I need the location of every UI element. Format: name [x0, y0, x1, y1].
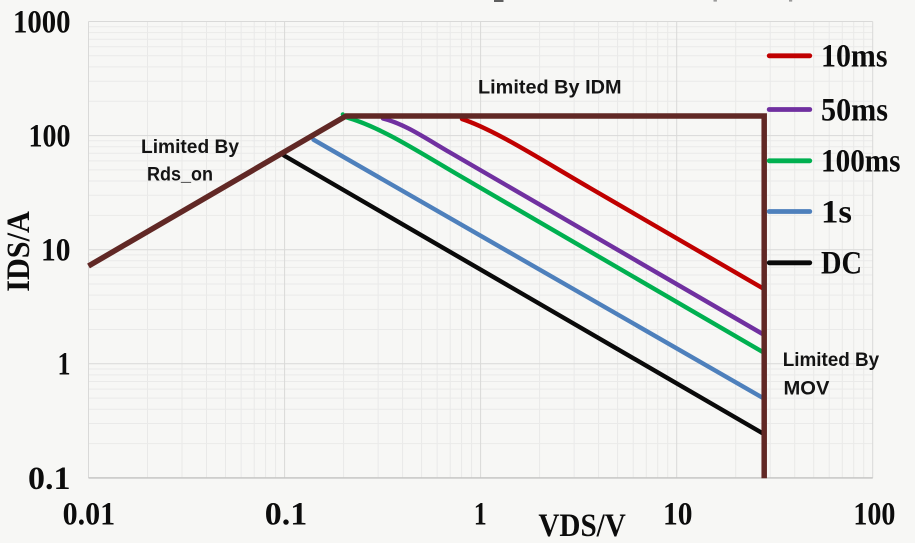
- svg-text:10: 10: [663, 496, 693, 532]
- svg-text:100: 100: [853, 496, 895, 532]
- svg-text:Limited By: Limited By: [141, 136, 239, 158]
- svg-text:0.1: 0.1: [28, 461, 71, 497]
- svg-text:100ms: 100ms: [821, 144, 901, 180]
- svg-text:Limited By IDM: Limited By IDM: [478, 77, 622, 99]
- svg-text:1: 1: [58, 347, 71, 383]
- svg-text:10ms: 10ms: [821, 39, 888, 75]
- svg-text:IDS/A: IDS/A: [1, 211, 37, 292]
- svg-text:10: 10: [41, 233, 71, 269]
- svg-text:MOV: MOV: [784, 378, 830, 400]
- svg-text:50ms: 50ms: [821, 92, 888, 128]
- svg-text:1: 1: [474, 496, 487, 532]
- svg-text:Limited By: Limited By: [783, 349, 880, 371]
- svg-text:1s: 1s: [821, 194, 852, 230]
- svg-text:DC: DC: [821, 246, 862, 282]
- svg-text:100: 100: [29, 119, 71, 155]
- svg-text:Rds_on: Rds_on: [147, 163, 213, 185]
- svg-text:1000: 1000: [13, 4, 71, 40]
- svg-text:VDS/V: VDS/V: [538, 508, 626, 543]
- svg-text:0.01: 0.01: [63, 496, 116, 532]
- svg-text:0.1: 0.1: [265, 496, 308, 532]
